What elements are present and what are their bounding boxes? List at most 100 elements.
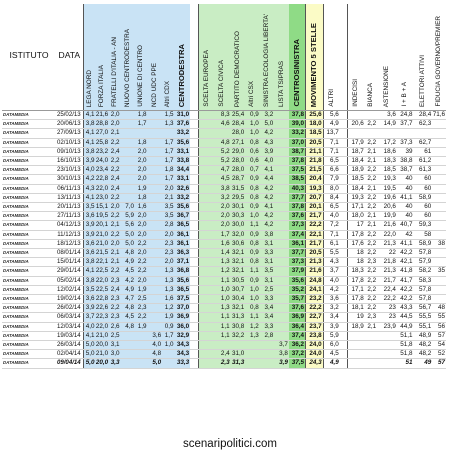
cell-fdi: 2,5	[109, 331, 121, 342]
cell-istituto: DATAMEDIA	[2, 312, 57, 323]
cell-centrosinistra: 33,2	[288, 128, 306, 139]
cell-sel: 3,4	[259, 312, 275, 323]
cell-fiducia	[432, 128, 446, 139]
cell-astensione	[377, 331, 397, 342]
cell-fiducia	[432, 119, 446, 130]
cell-m5s: 21,7	[304, 211, 324, 222]
table-row: DATAMEDIA 08/01/14 3,6 21,5 2,1 4,8 2,0 2,3 36,3…	[2, 248, 446, 259]
cell-data: 16/10/13	[56, 156, 84, 167]
cell-pd: 30,3	[230, 211, 246, 222]
cell-centrodestra: 36,9	[174, 312, 191, 323]
cell-sel: 3,1	[259, 257, 275, 268]
cell-bianca	[364, 110, 378, 121]
cell-fi: 21,0	[95, 239, 110, 250]
cell-centrosinistra: 37,8	[288, 202, 306, 213]
cell-centrodestra: 33,1	[174, 174, 191, 185]
spacer-cell	[190, 340, 199, 351]
cell-se	[197, 156, 215, 167]
cell-data: 15/01/14	[56, 257, 84, 268]
cell-m5s: 20,7	[304, 193, 324, 204]
column-header-label: NUOVO CENTRODESTRA	[123, 28, 131, 107]
cell-fi: 22,3	[95, 312, 110, 323]
spacer-cell	[339, 257, 348, 268]
spacer-cell	[190, 303, 199, 314]
cell-fdi: 2,0	[109, 119, 121, 130]
cell-lega: 3,9	[82, 230, 96, 240]
cell-centrodestra: 34,4	[174, 165, 191, 176]
cell-altri_csx: 1,1	[245, 220, 260, 231]
cell-m5s: 24,8	[304, 276, 324, 286]
column-header-label: SCELTA CIVICA	[218, 60, 226, 107]
cell-centrosinistra: 38,5	[288, 174, 306, 185]
cell-fdi: 3,3	[109, 358, 121, 369]
cell-indecisi	[346, 349, 365, 360]
cell-se	[197, 202, 215, 213]
cell-altri_cdx: 2,3	[162, 248, 175, 259]
cell-centrosinistra: 37,3	[288, 257, 306, 268]
cell-elettori: 60	[413, 211, 433, 222]
cell-se	[197, 349, 215, 360]
cell-elettori: 61	[413, 147, 433, 158]
cell-fdi: 2,1	[109, 257, 121, 268]
cell-lega: 3,8	[82, 147, 96, 158]
cell-altri: 4,2	[322, 285, 340, 296]
cell-sc: 1,7	[214, 230, 231, 240]
cell-bianca: 2,2	[364, 138, 378, 148]
spacer-cell	[339, 331, 348, 342]
cell-data: 18/12/13	[56, 239, 84, 250]
cell-centrodestra: 34,3	[174, 340, 191, 351]
cell-bianca: 2,1	[364, 220, 378, 231]
cell-astensione: 23	[377, 312, 397, 323]
cell-altri_cdx: 2,3	[162, 239, 175, 250]
cell-istituto: DATAMEDIA	[2, 211, 57, 222]
spacer-cell	[339, 312, 348, 323]
cell-ncd_udc_ppe	[147, 165, 163, 176]
cell-elettori: 58	[413, 230, 433, 240]
cell-centrodestra: 33,3	[174, 358, 191, 369]
cell-m5s: 20,5	[304, 248, 324, 259]
cell-sel: 4,2	[259, 211, 275, 222]
cell-indecisi	[346, 110, 365, 121]
cell-altri_cdx: 2,0	[162, 257, 175, 268]
cell-istituto: DATAMEDIA	[2, 230, 57, 240]
cell-data: 26/02/14	[56, 303, 84, 314]
cell-ncd: 4,8	[120, 248, 136, 259]
cell-udc: 1,8	[135, 110, 148, 121]
cell-se	[197, 303, 215, 314]
cell-altri_csx: 0,9	[245, 248, 260, 259]
cell-tsipras: 3,9	[274, 358, 289, 369]
cell-centrosinistra: 37,0	[288, 138, 306, 148]
cell-pd: 32,2	[230, 331, 246, 342]
cell-tsipras	[274, 174, 289, 185]
cell-pd	[230, 340, 246, 351]
cell-udc: 2,0	[135, 165, 148, 176]
cell-bianca: 2,2	[364, 202, 378, 213]
cell-istituto: DATAMEDIA	[2, 184, 57, 194]
cell-altri_csx: 1,0	[245, 119, 260, 130]
spacer-cell	[190, 202, 199, 213]
cell-altri: 3,4	[322, 312, 340, 323]
cell-altri: 7,1	[322, 147, 340, 158]
cell-sel: 4,3	[259, 138, 275, 148]
spacer-cell	[339, 248, 348, 259]
cell-centrodestra: 36,1	[174, 239, 191, 250]
cell-elettori: 60	[413, 184, 433, 194]
spacer-cell	[190, 193, 199, 204]
cell-ncd	[120, 331, 136, 342]
cell-udc: 2,2	[135, 239, 148, 250]
cell-centrosinistra: 36,4	[288, 322, 306, 332]
cell-bianca: 2,2	[364, 248, 378, 259]
cell-indecisi: 18,3	[346, 266, 365, 277]
cell-ncd: 4,8	[120, 322, 136, 332]
cell-sc: 1,0	[214, 285, 231, 296]
cell-centrosinistra: 37,2	[288, 349, 306, 360]
cell-centrodestra: 36,0	[174, 322, 191, 332]
cell-data: 02/10/13	[56, 138, 84, 148]
cell-astensione: 18,5	[377, 165, 397, 176]
column-header-label: LISTA TSIPRAS	[277, 61, 285, 107]
cell-lega: 4,1	[82, 266, 96, 277]
cell-ib_a: 42,2	[396, 294, 414, 305]
cell-bianca: 2,2	[364, 230, 378, 240]
cell-astensione: 22,4	[377, 285, 397, 296]
spacer-cell	[190, 322, 199, 332]
